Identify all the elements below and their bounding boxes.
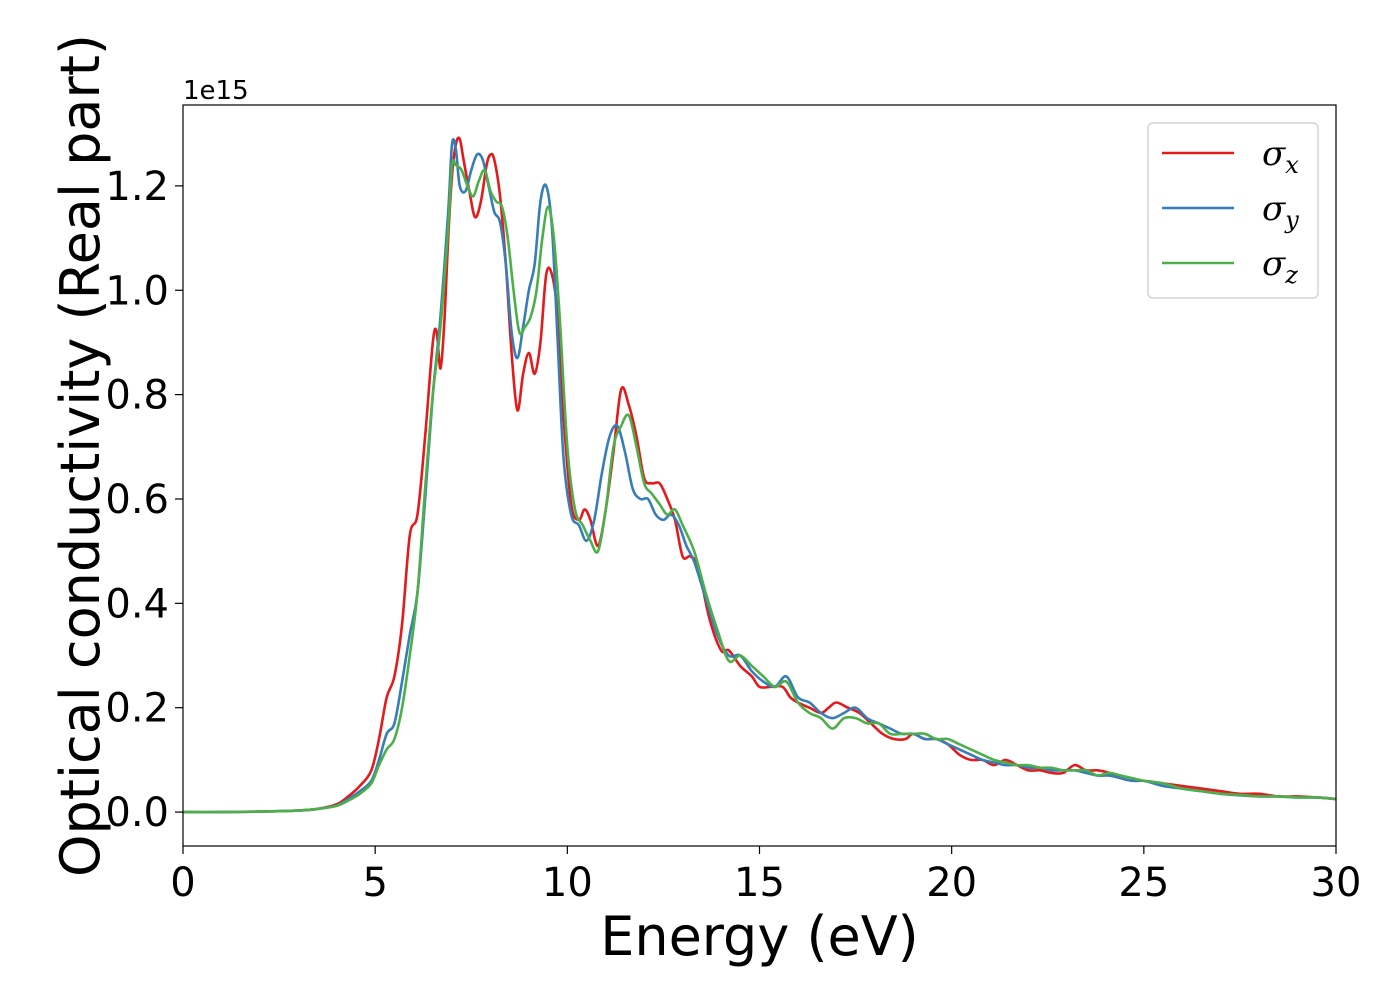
y-tick-label: 0.2 [105, 686, 169, 732]
y-tick-label: 0.6 [105, 477, 169, 523]
x-tick-label: 25 [1118, 860, 1169, 906]
x-tick-label: 0 [170, 860, 195, 906]
x-tick-label: 10 [542, 860, 593, 906]
legend: σx σy σz [1147, 122, 1319, 299]
y-tick-label: 0.4 [105, 581, 169, 627]
legend-label-x: σx [1262, 134, 1299, 179]
x-tick-label: 5 [362, 860, 387, 906]
y-tick-label: 1.0 [105, 268, 169, 314]
x-tick-label: 20 [926, 860, 977, 906]
x-axis-label: Energy (eV) [600, 905, 919, 968]
y-axis: 0.0 0.2 0.4 0.6 0.8 1.0 1.2 [105, 164, 183, 836]
series-layer [183, 136, 1336, 814]
legend-label-y: σy [1262, 189, 1299, 234]
y-tick-label: 1.2 [105, 164, 169, 210]
series-line-z [183, 158, 1336, 814]
y-tick-label: 0.8 [105, 373, 169, 419]
series-line-x [183, 136, 1336, 814]
x-tick-label: 30 [1311, 860, 1362, 906]
y-axis-offset-text: 1e15 [183, 76, 249, 106]
y-axis-label: Optical conductivity (Real part) [49, 34, 112, 877]
y-tick-label: 0.0 [105, 790, 169, 836]
x-tick-label: 15 [734, 860, 785, 906]
legend-box [1147, 122, 1319, 299]
legend-label-z: σz [1262, 244, 1298, 289]
x-axis: 0 5 10 15 20 25 30 [170, 846, 1361, 906]
